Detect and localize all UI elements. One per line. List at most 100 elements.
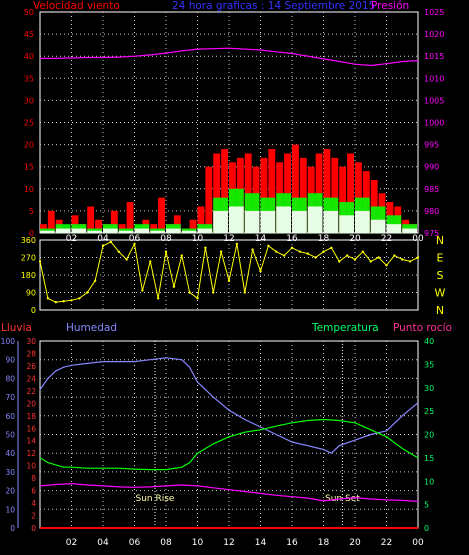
- time-tick-label: 14: [255, 538, 267, 548]
- header-center-title: 24 hora graficas : 14 Septiembre 2015: [172, 0, 375, 12]
- pressure-right-tick-label: 1025: [424, 8, 444, 17]
- wind-bar-white: [339, 215, 354, 233]
- direction-point: [235, 242, 239, 246]
- wind-bar-white: [292, 210, 307, 233]
- time-tick-label: 20: [349, 538, 361, 548]
- direction-point: [62, 300, 65, 303]
- direction-point: [330, 246, 333, 249]
- compass-label: N: [436, 234, 444, 247]
- time-tick-label: 04: [97, 538, 109, 548]
- wind-left-tick-label: 5: [29, 207, 34, 216]
- time-tick-label: 12: [223, 538, 234, 548]
- time-tick-label: 08: [160, 538, 172, 548]
- wind-bar-red: [87, 206, 95, 233]
- wind-bar-white: [197, 228, 213, 233]
- direction-point: [93, 279, 97, 283]
- wind-bar-red: [213, 153, 221, 233]
- wind-bar-white: [40, 230, 55, 233]
- direction-point: [377, 256, 380, 259]
- series-line-slate: [39, 357, 419, 454]
- direction-point: [212, 291, 215, 294]
- pressure-right-tick-label: 995: [424, 141, 439, 150]
- direction-tick-label: 270: [21, 254, 36, 263]
- wind-bar-red: [221, 149, 228, 233]
- wind-bar-red: [331, 157, 339, 233]
- pressure-right-tick-label: 980: [424, 207, 439, 216]
- direction-point: [353, 258, 357, 261]
- humidity-tick-label: 20: [26, 399, 36, 408]
- direction-point: [204, 246, 207, 249]
- direction-point: [149, 260, 152, 263]
- direction-tick-label: 0: [31, 306, 36, 315]
- direction-point: [416, 256, 420, 259]
- humidity-tick-label: 8: [31, 474, 36, 483]
- direction-tick-label: 180: [21, 271, 36, 280]
- wind-left-tick-label: 0: [29, 229, 34, 238]
- rain-tick-label: 50: [5, 431, 15, 440]
- time-tick-label: 00: [412, 538, 424, 548]
- rain-tick-label: 70: [5, 393, 15, 402]
- direction-point: [290, 246, 294, 249]
- wind-bar-white: [370, 219, 386, 233]
- wind-bar-white: [118, 230, 134, 233]
- direction-point: [361, 250, 365, 253]
- time-tick-label: 20: [349, 234, 361, 244]
- time-tick-label: 10: [192, 234, 204, 244]
- wind-bar-red: [260, 157, 268, 233]
- temperature-label: Temperatura: [311, 322, 379, 334]
- wind-bar-white: [213, 210, 228, 233]
- wind-bar-white: [181, 230, 197, 233]
- pressure-right-tick-label: 1005: [424, 96, 444, 105]
- temperature-tick-label: 30: [424, 384, 434, 393]
- wind-bar-white: [355, 210, 370, 233]
- series-line-green: [39, 418, 419, 471]
- direction-tick-label: 360: [21, 236, 36, 245]
- rain-tick-label: 90: [5, 356, 15, 365]
- humidity-tick-label: 10: [26, 462, 36, 471]
- direction-point: [298, 250, 302, 253]
- wind-bar-red: [95, 219, 102, 233]
- wind-bar-white: [276, 206, 291, 233]
- wind-bar-white: [260, 210, 276, 233]
- temperature-tick-label: 20: [424, 431, 434, 440]
- rain-tick-label: 30: [5, 468, 15, 477]
- direction-point: [141, 289, 144, 292]
- temperature-axis-ticks: 0 5 10 15 20 25 30 35 40: [424, 337, 434, 533]
- humidity-tick-label: 26: [26, 362, 36, 371]
- direction-point: [70, 299, 73, 302]
- time-tick-label: 00: [412, 234, 424, 244]
- wind-bar-white: [103, 228, 118, 233]
- wind-left-tick-label: 35: [24, 74, 34, 83]
- direction-point: [54, 301, 57, 304]
- wind-bar-white: [244, 210, 260, 233]
- time-tick-label: 12: [223, 234, 234, 244]
- direction-point: [282, 254, 286, 257]
- wind-chart-left-ticks: 0 5 10 15 20 25 30 35 40 45 50: [24, 8, 34, 238]
- wind-chart-series: [40, 47, 419, 233]
- rain-tick-label: 20: [5, 487, 15, 496]
- wind-bar-red: [205, 166, 213, 233]
- direction-point: [172, 285, 176, 288]
- wind-bar-red: [110, 210, 118, 233]
- wind-left-tick-label: 10: [24, 185, 34, 194]
- direction-point: [78, 297, 81, 300]
- wind-bar-red: [323, 149, 331, 233]
- temp-chart-time-ticks: 02 04 06 08 10 12 14 16 18 20 22 00: [66, 538, 424, 548]
- wind-bar-red: [126, 202, 134, 233]
- humidity-tick-label: 14: [26, 437, 36, 446]
- wind-bar-red: [339, 166, 347, 233]
- direction-tick-label: 90: [26, 289, 36, 298]
- series-line-magenta: [39, 482, 419, 502]
- compass-label: W: [435, 287, 446, 300]
- temperature-tick-label: 0: [424, 524, 429, 533]
- wind-bar-white: [166, 228, 181, 233]
- humidity-tick-label: 28: [26, 349, 36, 358]
- wind-bar-red: [299, 157, 307, 233]
- direction-point: [306, 252, 309, 255]
- compass-label: N: [436, 304, 444, 317]
- rain-axis-ticks: 0 10 20 30 40 50 60 70 80 90 100: [1, 337, 19, 533]
